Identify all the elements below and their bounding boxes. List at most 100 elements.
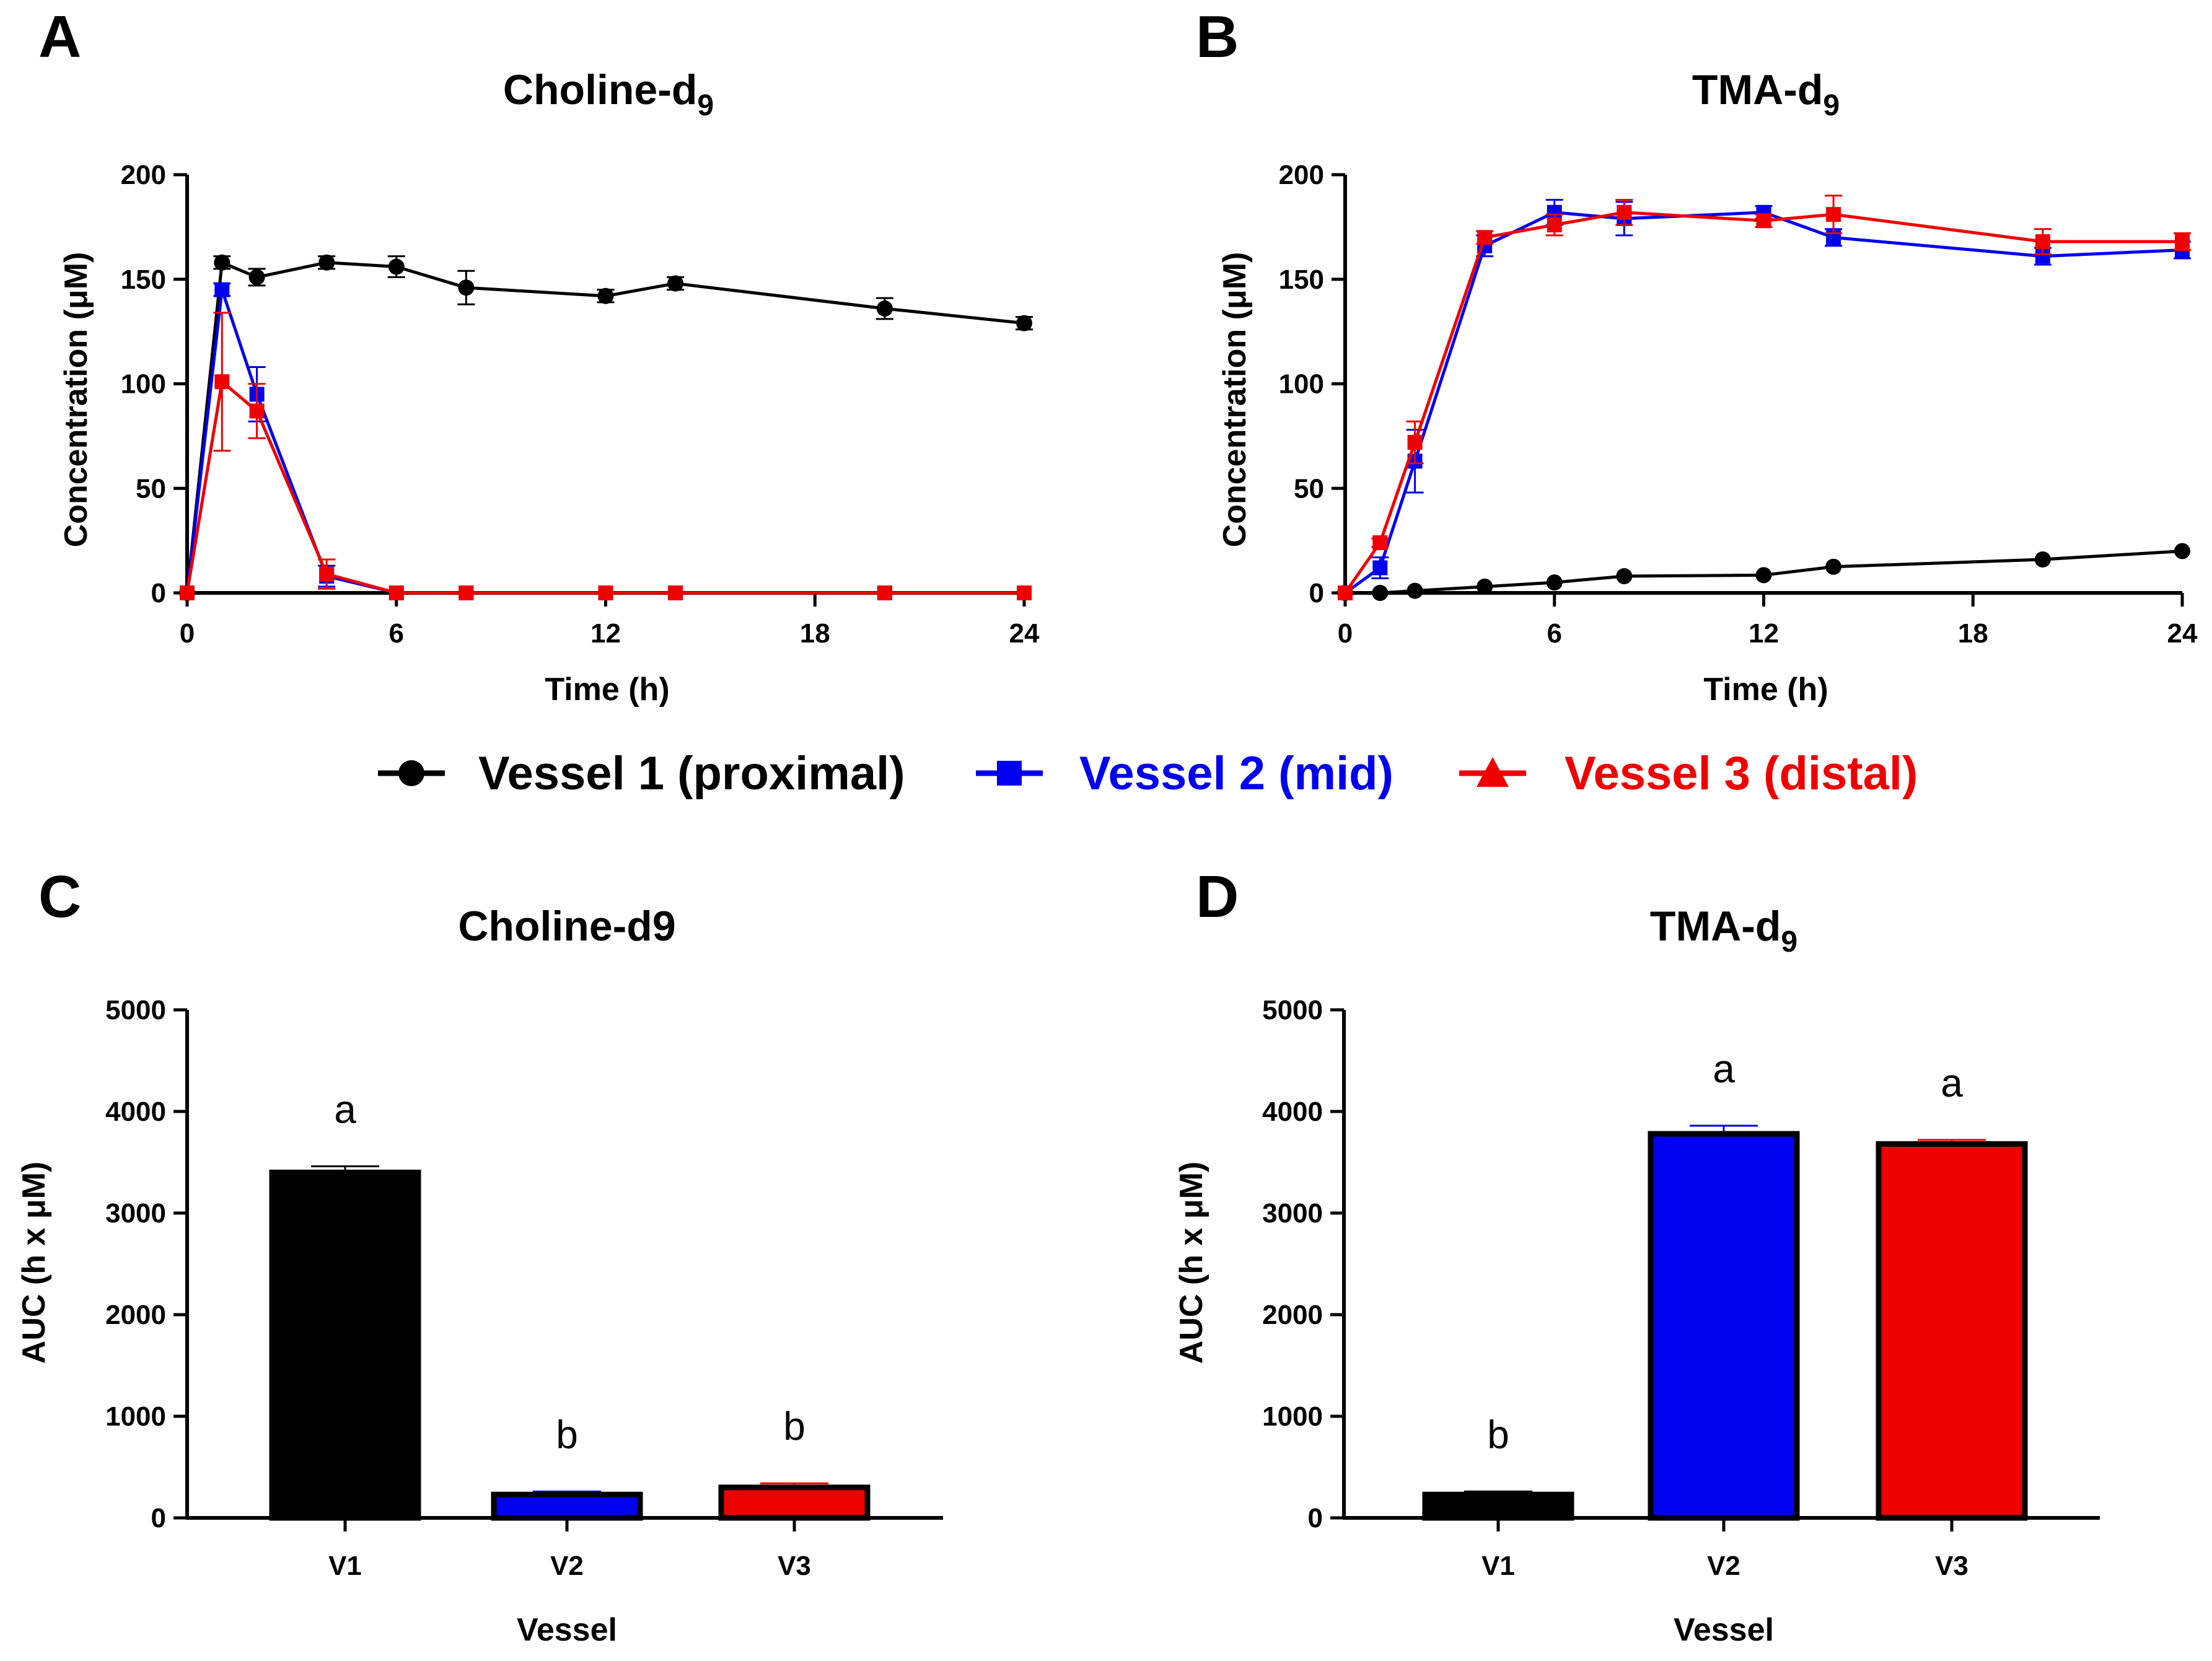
legend-label-vessel-3: Vessel 3 (distal) [1565,747,1918,800]
chart-c-category-label: V1 [328,1551,362,1581]
chart-c-ytick-label: 4000 [105,1097,166,1127]
bar-v3 [1876,1141,2028,1521]
chart-d-ytick-label: 0 [1308,1503,1323,1533]
series-line [1345,550,2183,595]
legend-marker-square-icon [997,761,1022,786]
data-point [214,254,230,271]
data-point [180,585,195,600]
chart-b-xtick-label: 18 [1958,618,1988,649]
chart-a-xtick-label: 12 [590,618,621,649]
chart-b-series-2 [1338,199,2191,600]
significance-letter: a [334,1087,356,1132]
data-point [248,269,265,286]
chart-a-ytick-label: 0 [151,578,166,608]
chart-c-ytick-label: 3000 [105,1198,166,1229]
legend: Vessel 1 (proximal) Vessel 2 (mid) Vesse… [378,747,1918,800]
chart-d-category-label: V3 [1935,1551,1968,1581]
chart-c-ytick-label: 5000 [105,995,166,1025]
chart-c-ytick-label: 0 [151,1503,166,1533]
panel-letter-d: D [1196,864,1239,930]
chart-b-title: TMA-d9 [1692,66,1840,122]
chart-b-title-sub: 9 [1823,89,1840,122]
chart-d-category-label: V2 [1707,1551,1740,1581]
chart-d-ytick-label: 5000 [1262,995,1323,1025]
data-point [1546,574,1563,591]
legend-item-vessel-1: Vessel 1 (proximal) [378,747,905,800]
data-point [1756,213,1771,229]
data-point [1016,315,1032,331]
chart-b-ytick-label: 200 [1279,160,1324,190]
chart-b-tma-timecourse: TMA-d9 Time (h) Concentration (μM) 0 50 10… [1217,66,2198,708]
legend-item-vessel-3: Vessel 3 (distal) [1459,747,1918,800]
data-point [1372,535,1388,550]
chart-b-xtick-label: 24 [2167,618,2198,649]
data-point [249,403,265,419]
data-point [1017,585,1032,600]
chart-c-title: Choline-d9 [458,903,675,950]
chart-b-ytick-label: 0 [1309,578,1324,608]
data-point [388,585,404,600]
chart-a-ytick-label: 200 [121,160,166,190]
chart-a-series-2 [180,282,1032,600]
chart-a-ytick-label: 100 [121,369,166,400]
bar-v3 [718,1484,871,1521]
significance-letter: b [1487,1412,1509,1457]
bar-v2 [1648,1131,1800,1521]
chart-d-ylabel: AUC (h x μM) [1174,1162,1209,1364]
significance-letter: b [556,1412,578,1457]
legend-label-vessel-2: Vessel 2 (mid) [1079,747,1393,800]
bar-v1 [269,1169,421,1521]
data-point [1547,217,1562,232]
chart-c-plot: 0 1000 2000 3000 4000 5000 V1 a V2 b V3 b [105,995,943,1581]
chart-b-xtick-label: 6 [1547,618,1562,649]
chart-b-ytick-label: 100 [1279,369,1324,400]
data-point [214,374,230,390]
data-point [1617,204,1632,220]
series-line [185,261,1025,594]
data-point [458,279,475,296]
data-point [1755,567,1772,584]
data-point [1616,568,1633,584]
chart-b-plot: 0 50 100 150 200 0 6 12 18 24 [1279,160,2198,649]
panel-letter-a: A [38,4,81,70]
chart-a-series-3 [180,312,1032,600]
chart-b-ytick-label: 150 [1279,265,1324,295]
chart-d-ytick-label: 3000 [1262,1198,1323,1229]
chart-a-plot: 0 50 100 150 200 0 6 12 18 24 [121,160,1040,649]
chart-a-title-sub: 9 [697,89,714,122]
panel-letter-b: B [1196,4,1239,70]
data-point [319,566,335,582]
chart-d-title: TMA-d9 [1650,903,1797,958]
data-point [1407,582,1423,599]
chart-d-ytick-label: 2000 [1262,1300,1323,1330]
legend-marker-circle-icon [398,760,424,786]
significance-letter: b [783,1404,805,1448]
chart-a-series-1 [179,254,1033,601]
chart-a-xtick-label: 0 [180,618,195,649]
data-point [667,275,684,292]
chart-d-tma-auc: TMA-d9 Vessel AUC (h x μM) 0 1000 2000 3000… [1174,903,2100,1648]
chart-a-xlabel: Time (h) [545,672,669,708]
data-point [388,258,405,275]
data-point [214,282,230,297]
chart-a-choline-timecourse: Choline-d9 Time (h) Concentration (μM) 0… [58,66,1040,708]
chart-a-ytick-label: 50 [136,473,166,504]
chart-d-category-label: V1 [1481,1551,1515,1581]
chart-c-xlabel: Vessel [517,1612,617,1648]
panel-letter-c: C [38,864,81,930]
data-point [1825,558,1842,575]
significance-letter: a [1713,1046,1735,1091]
data-point [876,300,893,317]
series-line [185,380,1024,595]
legend-item-vessel-2: Vessel 2 (mid) [976,747,1393,800]
chart-a-ylabel: Concentration (μM) [58,252,94,548]
data-point [877,585,892,600]
data-point [459,585,474,600]
chart-b-xtick-label: 0 [1338,618,1353,649]
chart-c-ytick-label: 1000 [105,1401,166,1432]
chart-a-xtick-label: 18 [800,618,830,649]
chart-b-xtick-label: 12 [1749,618,1779,649]
legend-label-vessel-1: Vessel 1 (proximal) [478,747,905,800]
chart-b-xlabel: Time (h) [1703,672,1828,708]
